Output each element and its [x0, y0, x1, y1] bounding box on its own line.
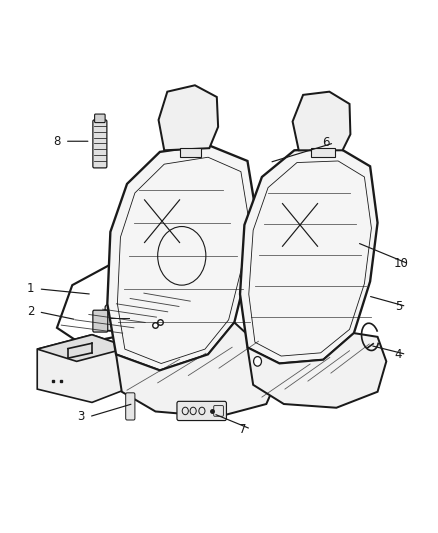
Text: 8: 8: [53, 135, 60, 148]
FancyBboxPatch shape: [93, 120, 107, 168]
Text: 6: 6: [322, 136, 330, 149]
Polygon shape: [37, 335, 129, 361]
Text: 4: 4: [395, 348, 403, 361]
Text: 3: 3: [78, 410, 85, 423]
Polygon shape: [293, 92, 350, 150]
FancyBboxPatch shape: [177, 401, 226, 421]
FancyBboxPatch shape: [95, 114, 105, 123]
FancyBboxPatch shape: [126, 393, 135, 420]
FancyBboxPatch shape: [311, 148, 335, 157]
Polygon shape: [159, 85, 218, 150]
FancyBboxPatch shape: [93, 310, 108, 332]
Text: 10: 10: [393, 257, 408, 270]
FancyBboxPatch shape: [105, 305, 134, 330]
Polygon shape: [37, 335, 129, 402]
Text: 1: 1: [27, 282, 35, 295]
Text: 5: 5: [395, 300, 402, 313]
Polygon shape: [247, 333, 386, 408]
Circle shape: [254, 357, 261, 366]
Polygon shape: [116, 322, 279, 417]
FancyBboxPatch shape: [180, 148, 201, 157]
Text: 2: 2: [27, 305, 35, 318]
Text: 7: 7: [239, 423, 247, 435]
Polygon shape: [107, 145, 256, 370]
Polygon shape: [240, 148, 378, 364]
